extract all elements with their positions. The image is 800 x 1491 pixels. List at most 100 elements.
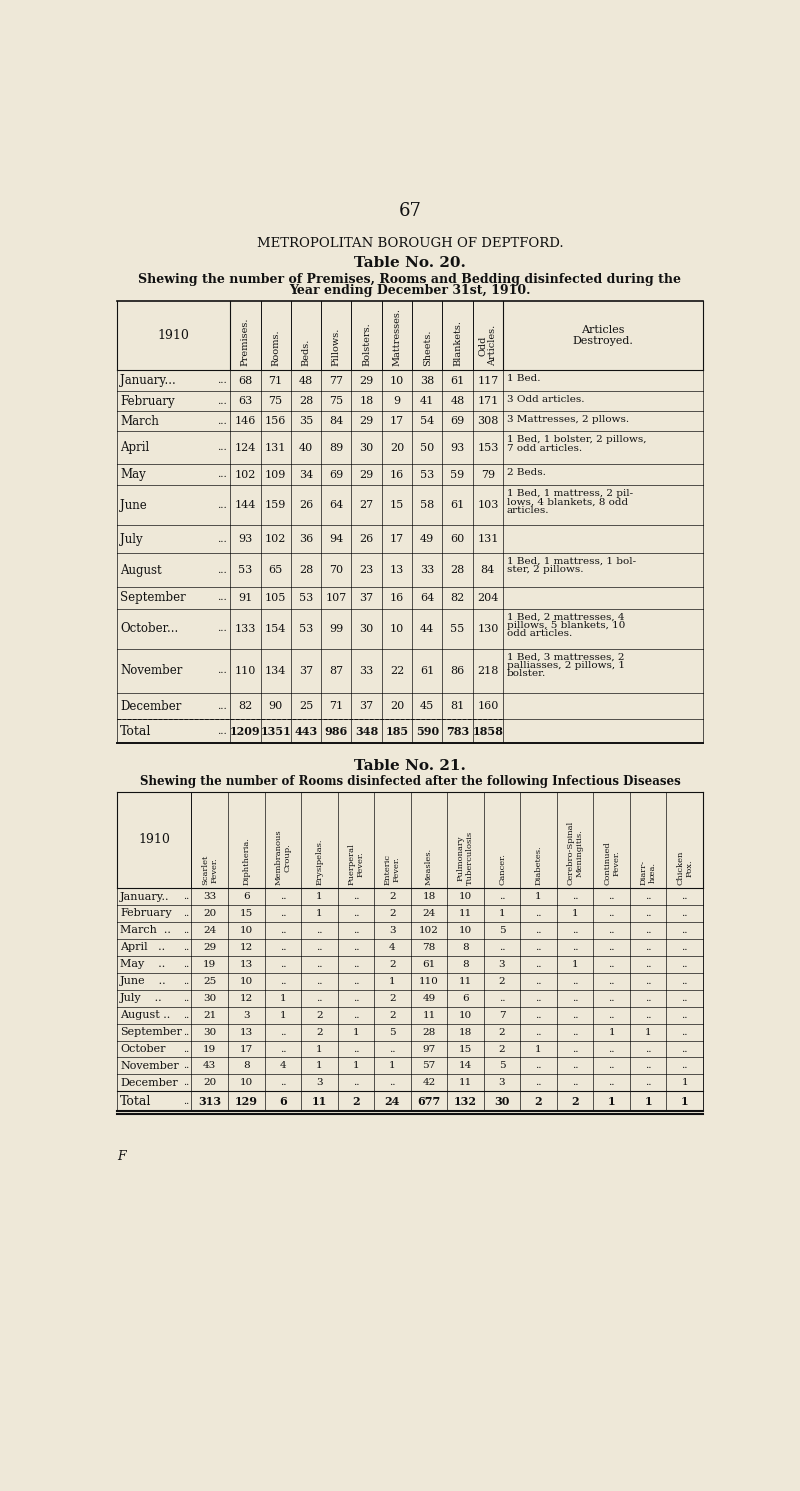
Text: ..: .. (353, 1011, 359, 1020)
Text: Articles: Articles (582, 325, 625, 335)
Text: Pulmonary
Tuberculosis: Pulmonary Tuberculosis (457, 830, 474, 886)
Text: ..: .. (572, 993, 578, 1003)
Text: December: December (120, 1078, 178, 1088)
Text: 25: 25 (299, 701, 313, 711)
Text: ...: ... (218, 470, 227, 479)
Text: 99: 99 (329, 623, 343, 634)
Text: ..: .. (608, 1011, 615, 1020)
Text: 1: 1 (644, 1096, 652, 1106)
Text: 43: 43 (203, 1062, 216, 1071)
Text: Rooms.: Rooms. (271, 330, 280, 365)
Text: ..: .. (682, 892, 688, 901)
Text: ..: .. (645, 942, 651, 951)
Text: ...: ... (218, 443, 227, 452)
Text: 53: 53 (238, 565, 253, 576)
Text: ..: .. (645, 926, 651, 935)
Text: 5: 5 (498, 1062, 506, 1071)
Text: ..: .. (316, 926, 322, 935)
Text: 70: 70 (330, 565, 343, 576)
Text: February: February (120, 908, 172, 918)
Text: Destroyed.: Destroyed. (573, 335, 634, 346)
Text: 64: 64 (420, 593, 434, 602)
Text: ..: .. (535, 926, 542, 935)
Text: ..: .. (316, 993, 322, 1003)
Text: 4: 4 (389, 942, 396, 951)
Text: ..: .. (183, 1078, 189, 1087)
Text: 1 Bed, 1 mattress, 1 bol-: 1 Bed, 1 mattress, 1 bol- (507, 558, 636, 567)
Text: 10: 10 (390, 376, 404, 386)
Text: ..: .. (645, 977, 651, 986)
Text: Beds.: Beds. (302, 338, 310, 365)
Text: 84: 84 (481, 565, 495, 576)
Text: 29: 29 (203, 942, 216, 951)
Text: 1: 1 (316, 1062, 322, 1071)
Text: ..: .. (535, 993, 542, 1003)
Text: ..: .. (682, 1011, 688, 1020)
Text: 2: 2 (389, 960, 396, 969)
Text: October...: October... (120, 622, 178, 635)
Text: 110: 110 (419, 977, 439, 986)
Text: 65: 65 (269, 565, 282, 576)
Text: 28: 28 (450, 565, 465, 576)
Text: articles.: articles. (507, 505, 550, 516)
Text: 58: 58 (420, 501, 434, 510)
Text: 81: 81 (450, 701, 465, 711)
Text: 19: 19 (203, 960, 216, 969)
Text: 7 odd articles.: 7 odd articles. (507, 444, 582, 453)
Text: 159: 159 (265, 501, 286, 510)
Text: 17: 17 (390, 416, 404, 426)
Text: 86: 86 (450, 666, 465, 675)
Text: ..: .. (572, 942, 578, 951)
Text: 153: 153 (477, 443, 498, 453)
Text: 57: 57 (422, 1062, 435, 1071)
Text: 26: 26 (359, 534, 374, 544)
Text: 10: 10 (459, 1011, 472, 1020)
Text: 1 Bed, 2 mattresses, 4: 1 Bed, 2 mattresses, 4 (507, 613, 624, 622)
Text: 13: 13 (240, 960, 253, 969)
Text: 20: 20 (390, 701, 404, 711)
Text: 45: 45 (420, 701, 434, 711)
Text: 2: 2 (389, 1011, 396, 1020)
Text: ..: .. (498, 942, 506, 951)
Text: ..: .. (183, 926, 189, 935)
Text: ..: .. (353, 892, 359, 901)
Text: 3: 3 (389, 926, 396, 935)
Text: 69: 69 (450, 416, 465, 426)
Text: ...: ... (218, 565, 227, 574)
Text: 90: 90 (269, 701, 282, 711)
Text: 2: 2 (352, 1096, 360, 1106)
Text: September: September (120, 592, 186, 604)
Text: ..: .. (183, 1097, 189, 1106)
Text: 91: 91 (238, 593, 253, 602)
Text: 33: 33 (359, 666, 374, 675)
Text: 41: 41 (420, 397, 434, 407)
Text: 18: 18 (459, 1027, 472, 1036)
Text: 107: 107 (326, 593, 347, 602)
Text: ..: .. (183, 977, 189, 986)
Text: 30: 30 (203, 993, 216, 1003)
Text: ..: .. (645, 993, 651, 1003)
Text: ..: .. (535, 977, 542, 986)
Text: ..: .. (645, 1062, 651, 1071)
Text: 134: 134 (265, 666, 286, 675)
Text: 69: 69 (329, 470, 343, 480)
Text: 20: 20 (203, 910, 216, 918)
Text: ..: .. (353, 977, 359, 986)
Text: 1 Bed, 1 mattress, 2 pil-: 1 Bed, 1 mattress, 2 pil- (507, 489, 633, 498)
Text: ..: .. (572, 1011, 578, 1020)
Text: ..: .. (535, 1027, 542, 1036)
Text: 30: 30 (359, 623, 374, 634)
Text: 105: 105 (265, 593, 286, 602)
Text: ...: ... (218, 501, 227, 510)
Text: 109: 109 (265, 470, 286, 480)
Text: ..: .. (183, 1011, 189, 1020)
Text: 25: 25 (203, 977, 216, 986)
Text: ..: .. (572, 926, 578, 935)
Text: 49: 49 (422, 993, 435, 1003)
Text: 102: 102 (265, 534, 286, 544)
Text: 77: 77 (330, 376, 343, 386)
Text: ..: .. (572, 1027, 578, 1036)
Text: 154: 154 (265, 623, 286, 634)
Text: ..: .. (316, 960, 322, 969)
Text: ..: .. (279, 910, 286, 918)
